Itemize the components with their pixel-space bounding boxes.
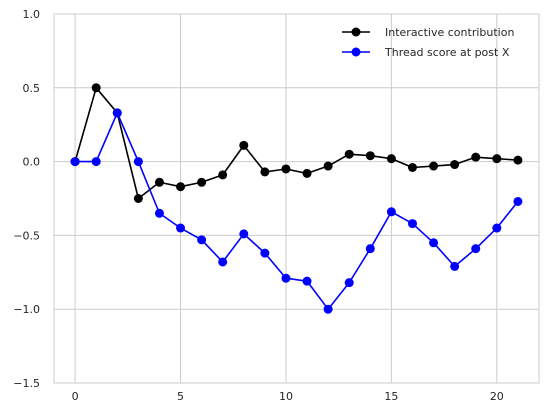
data-point (91, 157, 101, 167)
x-tick-label: 20 (490, 390, 504, 403)
data-point (302, 276, 312, 286)
data-point (492, 223, 502, 233)
y-tick-label: 0.5 (23, 82, 41, 95)
data-point (513, 196, 523, 206)
x-tick-label: 10 (279, 390, 293, 403)
legend-label: Interactive contribution (385, 26, 514, 39)
data-point (429, 238, 439, 248)
data-point (302, 168, 312, 178)
data-point (133, 194, 143, 203)
data-point (450, 261, 460, 271)
series-1 (70, 108, 523, 314)
plot-background (54, 14, 539, 383)
data-point (344, 149, 354, 159)
data-point (450, 160, 460, 170)
series-0 (70, 83, 523, 203)
legend-entry-thread-score: Thread score at post X (342, 46, 510, 59)
data-point (239, 229, 249, 239)
y-tick-label: −1.0 (13, 303, 40, 316)
data-point (133, 157, 143, 167)
data-point (323, 304, 333, 314)
data-point (386, 154, 396, 164)
data-point (323, 161, 333, 171)
data-point (176, 182, 186, 192)
data-point (260, 248, 270, 258)
series-line (75, 112, 519, 311)
data-point (91, 83, 101, 93)
data-point (260, 167, 270, 177)
data-point (471, 152, 481, 162)
legend: Interactive contribution Thread score at… (342, 26, 514, 59)
data-point (197, 235, 207, 245)
data-point (281, 273, 291, 283)
legend-entry-interactive: Interactive contribution (342, 26, 514, 39)
data-point (197, 177, 207, 187)
data-point (513, 155, 523, 165)
data-point (218, 170, 228, 180)
data-point (70, 157, 80, 167)
data-point (112, 108, 122, 118)
y-tick-label: 1.0 (23, 8, 41, 21)
y-tick-label: 0.0 (23, 156, 41, 169)
data-point (407, 163, 417, 173)
data-point (407, 219, 417, 229)
data-point (281, 164, 291, 174)
series-group (70, 83, 523, 314)
data-point (471, 244, 481, 254)
data-point (344, 278, 354, 288)
plot-frame (53, 13, 540, 384)
data-point (492, 154, 502, 164)
data-point (176, 223, 186, 233)
data-point (154, 208, 164, 218)
x-tick-label: 5 (177, 390, 184, 403)
y-tick-label: −1.5 (13, 377, 40, 390)
x-tick-label: 15 (384, 390, 398, 403)
series-line (74, 87, 518, 200)
data-point (429, 161, 439, 171)
x-tick-label: 0 (72, 390, 79, 403)
data-point (154, 177, 164, 187)
data-point (239, 140, 249, 150)
data-point (218, 257, 228, 267)
tick-labels: 0 5 10 15 20 −1.5 −1.0 −0.5 0.0 0.5 1.0 (13, 8, 504, 403)
legend-marker (351, 27, 361, 37)
legend-marker (351, 47, 361, 57)
data-point (365, 244, 375, 254)
data-point (386, 207, 396, 217)
data-point (365, 151, 375, 161)
y-tick-label: −0.5 (13, 229, 40, 242)
legend-label: Thread score at post X (384, 46, 510, 59)
